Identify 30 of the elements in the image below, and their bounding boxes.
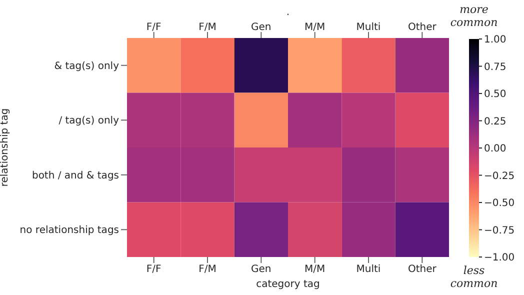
category-label: M/M	[304, 264, 326, 276]
y-axis-title: relationship tag	[0, 108, 11, 187]
color-bar-label: 0.50	[484, 89, 506, 100]
color-bar-label: −0.75	[484, 225, 515, 236]
color-bar-label: −0.50	[484, 198, 515, 209]
color-bar-label: 0.00	[484, 144, 506, 154]
x-tick-label: F/F	[146, 22, 162, 33]
x-tick-label: Multi	[356, 22, 381, 33]
category-label: Other	[408, 264, 436, 276]
x-tick-label: Other	[408, 22, 438, 33]
color-bar-label: 0.75	[484, 62, 506, 73]
x-tick-label: Gen	[251, 22, 272, 33]
x-tick-label: F/M	[198, 22, 216, 33]
category-label: F/F	[146, 264, 162, 276]
category-label: Gen	[251, 264, 272, 276]
x-axis-title: category tag	[256, 279, 320, 290]
y-tick-label: no relationship tags	[20, 225, 119, 236]
color-bar-label: −1.00	[484, 252, 515, 264]
color-bar-label: −0.25	[484, 170, 515, 182]
text: more common	[450, 3, 498, 29]
category-label: Multi	[356, 264, 381, 276]
y-tick-label: & tag(s) only	[54, 60, 120, 72]
category-label: F/M	[198, 264, 216, 276]
color-bar-label: 1.00	[484, 34, 506, 46]
y-tick-label: / tag(s) only	[58, 116, 120, 127]
y-tick-label: both / and & tags	[32, 170, 119, 182]
color-bar-label: 0.25	[484, 116, 506, 128]
x-tick-label: M/M	[304, 22, 326, 33]
chart-title: .	[286, 7, 290, 18]
text: less common	[450, 264, 498, 290]
